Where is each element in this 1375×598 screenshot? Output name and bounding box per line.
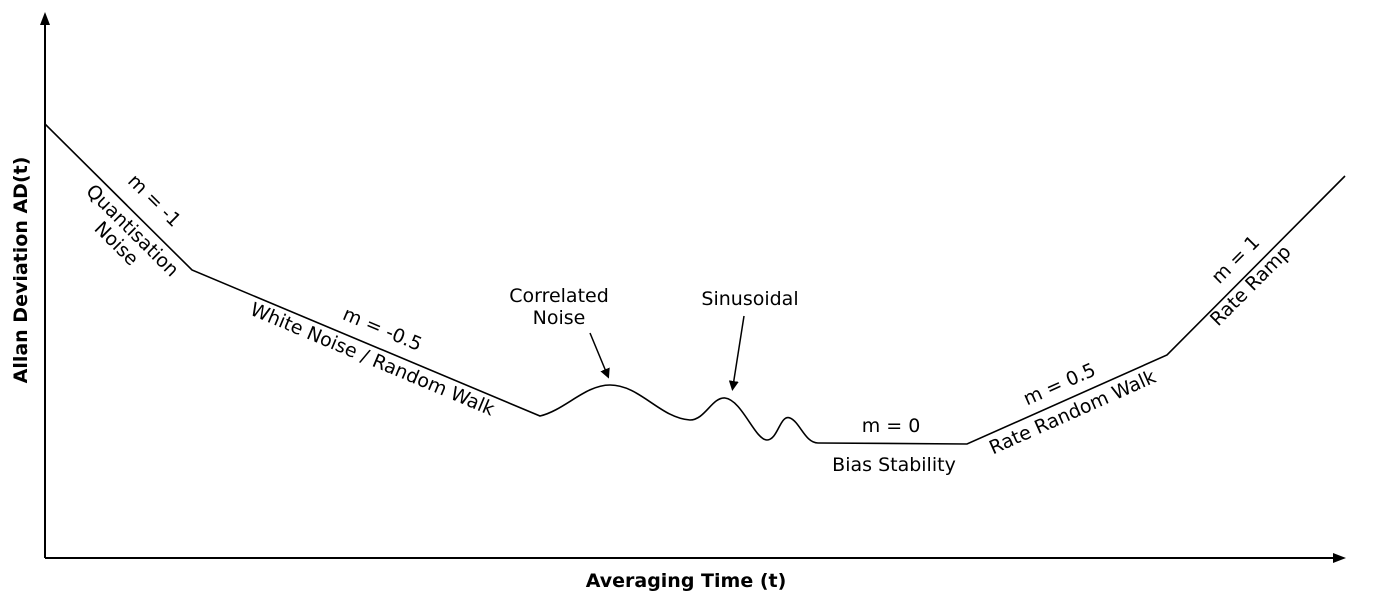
correlated-noise-label-line2: Noise (533, 307, 586, 329)
y-axis-arrow-icon (40, 12, 50, 25)
correlated-noise-label-line1: Correlated (509, 285, 609, 307)
x-axis-arrow-icon (1333, 553, 1346, 563)
allan-deviation-curve (44, 123, 1346, 445)
y-axis-label: Allan Deviation AD(t) (10, 157, 32, 384)
x-axis-label: Averaging Time (t) (586, 570, 787, 592)
bias-stability-label: Bias Stability (832, 454, 956, 476)
sinusoidal-arrow (728, 315, 745, 391)
correlated-noise-arrow (589, 332, 610, 379)
bias-slope-label: m = 0 (862, 415, 921, 437)
sinusoidal-label: Sinusoidal (701, 288, 798, 310)
